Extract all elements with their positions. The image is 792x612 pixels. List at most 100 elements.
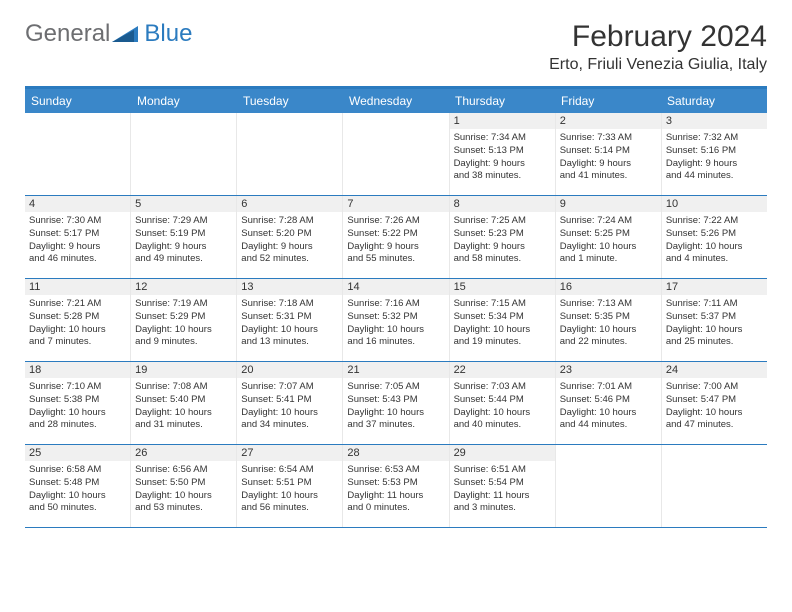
day-cell: 8 Sunrise: 7:25 AMSunset: 5:23 PMDaylight… bbox=[450, 196, 556, 278]
day-cell: 2Sunrise: 7:33 AMSunset: 5:14 PMDaylight… bbox=[556, 113, 662, 195]
day-cell bbox=[237, 113, 343, 195]
logo-triangle-icon bbox=[112, 24, 142, 44]
dow-cell: Wednesday bbox=[343, 89, 449, 113]
day-cell: 14Sunrise: 7:16 AMSunset: 5:32 PMDayligh… bbox=[343, 279, 449, 361]
calendar: SundayMondayTuesdayWednesdayThursdayFrid… bbox=[25, 86, 767, 528]
day-info: Sunrise: 6:58 AMSunset: 5:48 PMDaylight:… bbox=[29, 464, 126, 515]
dow-cell: Monday bbox=[131, 89, 237, 113]
calendar-weeks: 1 Sunrise: 7:34 AMSunset: 5:13 PMDaylight… bbox=[25, 113, 767, 528]
day-info: Sunrise: 7:13 AMSunset: 5:35 PMDaylight:… bbox=[560, 298, 657, 349]
day-info: Sunrise: 7:16 AMSunset: 5:32 PMDaylight:… bbox=[347, 298, 444, 349]
day-info: Sunrise: 6:51 AMSunset: 5:54 PMDaylight:… bbox=[454, 464, 551, 515]
header: General Blue February 2024 Erto, Friuli … bbox=[25, 20, 767, 74]
day-cell bbox=[131, 113, 237, 195]
day-info: Sunrise: 7:01 AMSunset: 5:46 PMDaylight:… bbox=[560, 381, 657, 432]
day-number: 23 bbox=[556, 362, 661, 378]
day-cell: 24 Sunrise: 7:00 AMSunset: 5:47 PMDayligh… bbox=[662, 362, 767, 444]
dow-cell: Thursday bbox=[449, 89, 555, 113]
day-number: 5 bbox=[131, 196, 236, 212]
day-cell: 5Sunrise: 7:29 AMSunset: 5:19 PMDaylight… bbox=[131, 196, 237, 278]
day-cell: 21 Sunrise: 7:05 AMSunset: 5:43 PMDayligh… bbox=[343, 362, 449, 444]
day-info: Sunrise: 7:19 AMSunset: 5:29 PMDaylight:… bbox=[135, 298, 232, 349]
day-number: 12 bbox=[131, 279, 236, 295]
calendar-week: 4 Sunrise: 7:30 AMSunset: 5:17 PMDaylight… bbox=[25, 196, 767, 279]
day-info: Sunrise: 7:08 AMSunset: 5:40 PMDaylight:… bbox=[135, 381, 232, 432]
day-cell: 3Sunrise: 7:32 AMSunset: 5:16 PMDaylight… bbox=[662, 113, 767, 195]
day-number: 3 bbox=[662, 113, 767, 129]
day-cell bbox=[556, 445, 662, 527]
day-cell: 27 Sunrise: 6:54 AMSunset: 5:51 PMDayligh… bbox=[237, 445, 343, 527]
day-info: Sunrise: 6:53 AMSunset: 5:53 PMDaylight:… bbox=[347, 464, 444, 515]
day-info: Sunrise: 7:07 AMSunset: 5:41 PMDaylight:… bbox=[241, 381, 338, 432]
day-number: 10 bbox=[662, 196, 767, 212]
page-title: February 2024 bbox=[549, 20, 767, 54]
day-cell: 9Sunrise: 7:24 AMSunset: 5:25 PMDaylight… bbox=[556, 196, 662, 278]
day-cell: 19 Sunrise: 7:08 AMSunset: 5:40 PMDayligh… bbox=[131, 362, 237, 444]
day-number: 22 bbox=[450, 362, 555, 378]
day-number: 28 bbox=[343, 445, 448, 461]
day-cell: 15Sunrise: 7:15 AMSunset: 5:34 PMDayligh… bbox=[450, 279, 556, 361]
day-number: 8 bbox=[450, 196, 555, 212]
day-number: 9 bbox=[556, 196, 661, 212]
day-number: 29 bbox=[450, 445, 555, 461]
day-cell: 17 Sunrise: 7:11 AMSunset: 5:37 PMDayligh… bbox=[662, 279, 767, 361]
day-number: 11 bbox=[25, 279, 130, 295]
day-info: Sunrise: 7:26 AMSunset: 5:22 PMDaylight:… bbox=[347, 215, 444, 266]
day-number: 21 bbox=[343, 362, 448, 378]
day-cell: 12 Sunrise: 7:19 AMSunset: 5:29 PMDayligh… bbox=[131, 279, 237, 361]
day-cell: 26Sunrise: 6:56 AMSunset: 5:50 PMDayligh… bbox=[131, 445, 237, 527]
day-cell: 6 Sunrise: 7:28 AMSunset: 5:20 PMDaylight… bbox=[237, 196, 343, 278]
day-cell: 22Sunrise: 7:03 AMSunset: 5:44 PMDayligh… bbox=[450, 362, 556, 444]
day-cell: 25 Sunrise: 6:58 AMSunset: 5:48 PMDayligh… bbox=[25, 445, 131, 527]
day-info: Sunrise: 7:28 AMSunset: 5:20 PMDaylight:… bbox=[241, 215, 338, 266]
day-number: 20 bbox=[237, 362, 342, 378]
day-info: Sunrise: 7:15 AMSunset: 5:34 PMDaylight:… bbox=[454, 298, 551, 349]
day-info: Sunrise: 7:10 AMSunset: 5:38 PMDaylight:… bbox=[29, 381, 126, 432]
day-info: Sunrise: 7:22 AMSunset: 5:26 PMDaylight:… bbox=[666, 215, 763, 266]
day-cell bbox=[343, 113, 449, 195]
day-info: Sunrise: 7:34 AMSunset: 5:13 PMDaylight:… bbox=[454, 132, 551, 183]
day-info: Sunrise: 7:25 AMSunset: 5:23 PMDaylight:… bbox=[454, 215, 551, 266]
day-info: Sunrise: 7:30 AMSunset: 5:17 PMDaylight:… bbox=[29, 215, 126, 266]
day-number: 1 bbox=[450, 113, 555, 129]
day-number: 2 bbox=[556, 113, 661, 129]
calendar-week: 18Sunrise: 7:10 AMSunset: 5:38 PMDayligh… bbox=[25, 362, 767, 445]
calendar-week: 25 Sunrise: 6:58 AMSunset: 5:48 PMDayligh… bbox=[25, 445, 767, 528]
day-number: 19 bbox=[131, 362, 236, 378]
day-cell: 13Sunrise: 7:18 AMSunset: 5:31 PMDayligh… bbox=[237, 279, 343, 361]
dow-cell: Sunday bbox=[25, 89, 131, 113]
day-cell: 1 Sunrise: 7:34 AMSunset: 5:13 PMDaylight… bbox=[450, 113, 556, 195]
day-info: Sunrise: 7:05 AMSunset: 5:43 PMDaylight:… bbox=[347, 381, 444, 432]
dow-cell: Tuesday bbox=[237, 89, 343, 113]
day-cell: 23 Sunrise: 7:01 AMSunset: 5:46 PMDayligh… bbox=[556, 362, 662, 444]
day-info: Sunrise: 6:54 AMSunset: 5:51 PMDaylight:… bbox=[241, 464, 338, 515]
day-cell bbox=[662, 445, 767, 527]
day-number: 27 bbox=[237, 445, 342, 461]
day-cell: 10 Sunrise: 7:22 AMSunset: 5:26 PMDayligh… bbox=[662, 196, 767, 278]
day-of-week-header: SundayMondayTuesdayWednesdayThursdayFrid… bbox=[25, 89, 767, 113]
day-cell: 20 Sunrise: 7:07 AMSunset: 5:41 PMDayligh… bbox=[237, 362, 343, 444]
logo: General Blue bbox=[25, 20, 192, 48]
location-label: Erto, Friuli Venezia Giulia, Italy bbox=[549, 56, 767, 74]
logo-text-general: General bbox=[25, 20, 110, 48]
calendar-week: 11 Sunrise: 7:21 AMSunset: 5:28 PMDayligh… bbox=[25, 279, 767, 362]
day-info: Sunrise: 6:56 AMSunset: 5:50 PMDaylight:… bbox=[135, 464, 232, 515]
day-cell: 28 Sunrise: 6:53 AMSunset: 5:53 PMDayligh… bbox=[343, 445, 449, 527]
day-number: 25 bbox=[25, 445, 130, 461]
day-number: 7 bbox=[343, 196, 448, 212]
day-cell: 29 Sunrise: 6:51 AMSunset: 5:54 PMDayligh… bbox=[450, 445, 556, 527]
title-block: February 2024 Erto, Friuli Venezia Giuli… bbox=[549, 20, 767, 74]
day-number: 4 bbox=[25, 196, 130, 212]
day-info: Sunrise: 7:21 AMSunset: 5:28 PMDaylight:… bbox=[29, 298, 126, 349]
day-cell bbox=[25, 113, 131, 195]
dow-cell: Saturday bbox=[661, 89, 767, 113]
day-number: 17 bbox=[662, 279, 767, 295]
day-number: 6 bbox=[237, 196, 342, 212]
day-info: Sunrise: 7:18 AMSunset: 5:31 PMDaylight:… bbox=[241, 298, 338, 349]
day-cell: 18Sunrise: 7:10 AMSunset: 5:38 PMDayligh… bbox=[25, 362, 131, 444]
day-info: Sunrise: 7:11 AMSunset: 5:37 PMDaylight:… bbox=[666, 298, 763, 349]
day-number: 24 bbox=[662, 362, 767, 378]
day-info: Sunrise: 7:00 AMSunset: 5:47 PMDaylight:… bbox=[666, 381, 763, 432]
calendar-week: 1 Sunrise: 7:34 AMSunset: 5:13 PMDaylight… bbox=[25, 113, 767, 196]
day-cell: 11 Sunrise: 7:21 AMSunset: 5:28 PMDayligh… bbox=[25, 279, 131, 361]
